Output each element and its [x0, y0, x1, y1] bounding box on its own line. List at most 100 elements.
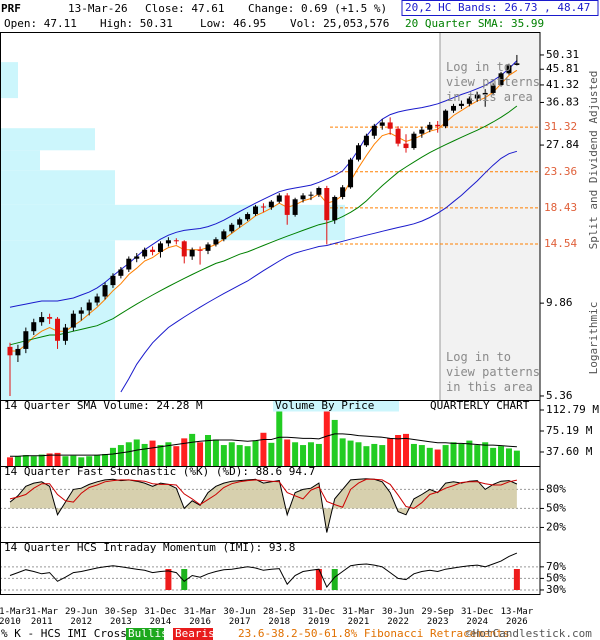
- candle-body: [47, 317, 53, 319]
- candle-body: [110, 275, 116, 286]
- vbp-title-bg: [273, 400, 399, 412]
- candle-body: [403, 143, 409, 149]
- candle-body: [70, 313, 76, 328]
- volume-bar: [260, 432, 267, 466]
- candle-body: [443, 110, 449, 127]
- candle-body: [165, 240, 171, 244]
- candle-body: [142, 249, 148, 257]
- candle-body: [379, 122, 385, 126]
- candle-body: [348, 159, 354, 188]
- footer-crossover: % K - HCS IMI Crossover:: [1, 627, 160, 640]
- volume-bar: [102, 453, 109, 466]
- candle-body: [78, 310, 84, 314]
- panel-title: 14 Quarter SMA Volume: 24.28 M: [4, 399, 203, 412]
- candle-body: [498, 73, 504, 86]
- candle-body: [253, 206, 259, 215]
- volume-bar: [70, 455, 77, 466]
- volume-bar: [379, 445, 386, 466]
- candle-body: [340, 187, 346, 197]
- candle-body: [419, 129, 425, 134]
- volume: Vol: 25,053,576: [290, 17, 389, 30]
- volume-bar: [117, 445, 124, 466]
- bearish-bg: [173, 628, 213, 640]
- candle-body: [31, 322, 37, 332]
- y-tick-label: 41.32: [546, 78, 579, 91]
- panel-title: 14 Quarter HCS Intraday Momentum (IMI): …: [4, 541, 295, 554]
- candle-body: [86, 302, 92, 311]
- volume-bar: [244, 446, 251, 466]
- volume-bar: [331, 419, 338, 466]
- volume-bar: [30, 456, 37, 466]
- candle-body: [300, 195, 306, 200]
- volume-bar: [458, 443, 465, 466]
- volume-bar: [450, 442, 457, 466]
- volume-bar: [474, 445, 481, 466]
- low: Low: 46.95: [200, 17, 266, 30]
- candle-body: [482, 92, 488, 95]
- volume-bar: [371, 443, 378, 466]
- volume-bar: [276, 410, 283, 466]
- candle-body: [387, 122, 393, 129]
- y-tick-label: 20%: [546, 520, 566, 533]
- volume-bar: [165, 442, 172, 466]
- candle-body: [292, 199, 298, 215]
- series-line: [9, 478, 518, 509]
- fib-label: 31.32: [544, 120, 577, 133]
- candle-body: [157, 243, 163, 252]
- candle-body: [435, 124, 441, 127]
- y-tick-label: 27.84: [546, 138, 579, 151]
- volume-by-price-bar: [0, 62, 18, 99]
- candle-body: [189, 249, 195, 257]
- candle-body: [490, 85, 496, 93]
- candle-body: [237, 219, 243, 225]
- x-tick-label: 28-Sep 2018: [263, 607, 296, 627]
- y-tick-label: 80%: [546, 482, 566, 495]
- candle-body: [245, 214, 251, 220]
- volume-bar: [490, 447, 497, 466]
- candle-body: [316, 188, 322, 195]
- title-bg: [1, 467, 331, 477]
- series-line: [9, 105, 518, 346]
- candle-body: [284, 195, 290, 215]
- volume-bar: [403, 433, 409, 466]
- high: High: 50.31: [100, 17, 173, 30]
- crossover-marker: [165, 569, 172, 590]
- panel-title: 14 Quarter Fast Stochastic (%K) (%D): 88…: [4, 465, 315, 478]
- volume-bar: [323, 408, 330, 466]
- candle-body: [395, 128, 401, 144]
- candle-body: [371, 125, 377, 136]
- candle-body: [268, 201, 274, 208]
- volume-bar: [505, 448, 512, 466]
- crossover-marker: [181, 569, 188, 590]
- volume-bar: [466, 440, 473, 466]
- volume-bar: [355, 442, 362, 466]
- volume-bar: [434, 449, 441, 466]
- volume-bar: [125, 442, 132, 466]
- volume-by-price-bar: [0, 128, 95, 151]
- series-line: [120, 150, 518, 393]
- title-bg: [1, 543, 331, 553]
- volume-bar: [426, 447, 433, 466]
- y-tick-label: 50.31: [546, 48, 579, 61]
- y-tick-label: 9.86: [546, 296, 573, 309]
- volume-bar: [189, 433, 196, 466]
- volume-bar: [149, 440, 156, 466]
- candle-body: [276, 195, 282, 202]
- candle-body: [427, 124, 433, 130]
- volume-bar: [418, 445, 425, 466]
- volume-by-price-bar: [0, 170, 115, 205]
- y-tick-label: 112.79 M: [546, 403, 599, 416]
- candle-body: [55, 318, 61, 341]
- volume-bar: [284, 439, 291, 466]
- x-tick-label: 31-Dec 2024: [461, 607, 494, 627]
- volume-bar: [220, 445, 227, 466]
- symbol: PRF: [1, 2, 21, 15]
- volume-bar: [133, 439, 140, 466]
- candle-body: [15, 348, 21, 356]
- volume-bar: [109, 447, 116, 466]
- footer-bullish: Bullish: [128, 627, 174, 640]
- volume-bar: [141, 443, 148, 466]
- panel-subtitle: QUARTERLY CHART: [430, 399, 530, 412]
